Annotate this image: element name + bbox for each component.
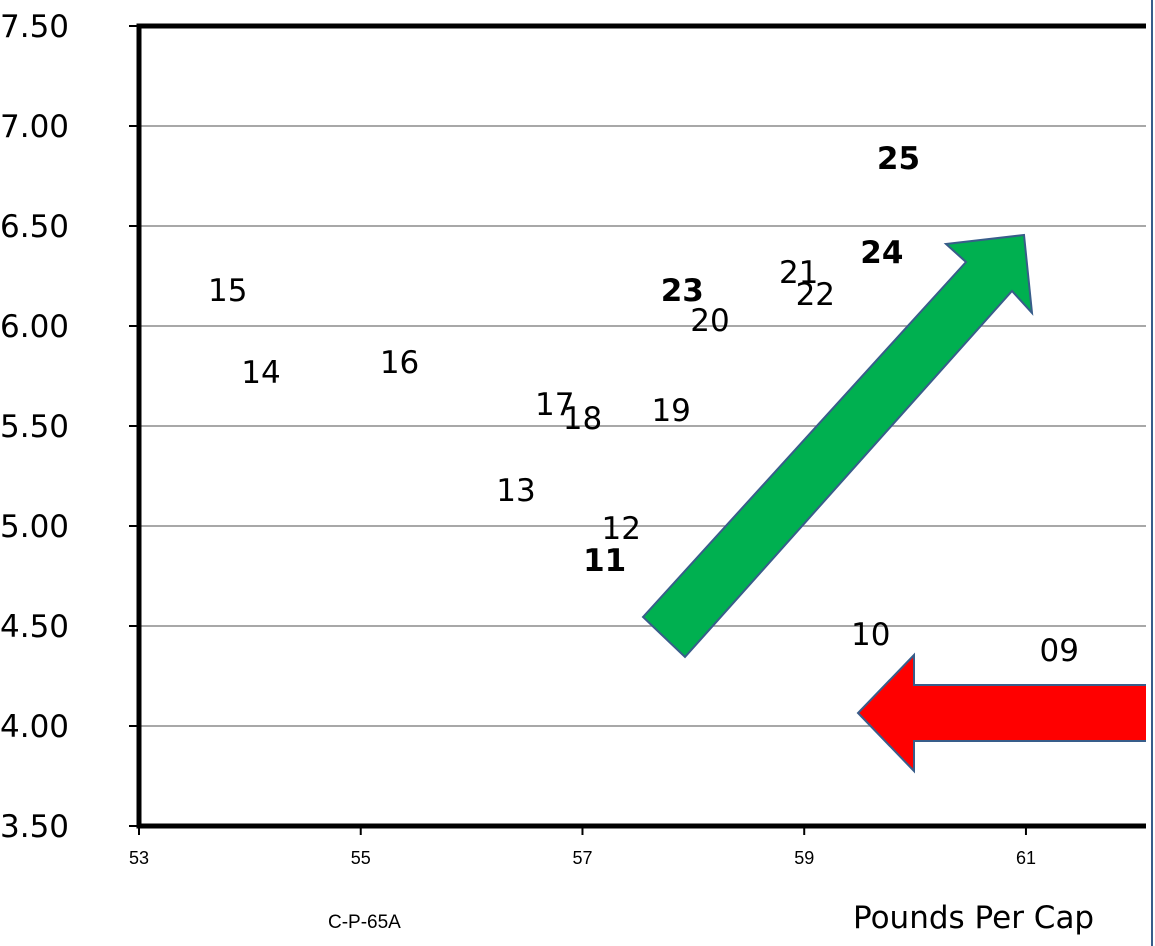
data-point-11: 11 — [583, 543, 626, 579]
data-point-10: 10 — [851, 617, 890, 653]
y-tick-label: 3.50 — [0, 809, 69, 845]
data-point-15: 15 — [208, 273, 247, 309]
y-tick-label: 7.00 — [0, 109, 69, 145]
y-tick-label: 6.50 — [0, 209, 69, 245]
data-point-12: 12 — [602, 511, 641, 547]
data-point-23: 23 — [661, 273, 704, 309]
right-edge-divider — [1146, 0, 1155, 946]
y-tick-label: 4.50 — [0, 609, 69, 645]
y-tick-label: 5.00 — [0, 509, 69, 545]
data-point-25: 25 — [877, 141, 920, 177]
data-point-19: 19 — [651, 393, 690, 429]
data-point-16: 16 — [380, 345, 419, 381]
x-axis-ticks: 53 55 57 59 61 — [129, 826, 1036, 868]
x-tick-label: 59 — [794, 848, 814, 868]
data-point-21: 21 — [779, 255, 818, 291]
data-point-20: 20 — [690, 303, 729, 339]
plot-frame — [136, 23, 1155, 829]
data-point-24: 24 — [860, 235, 903, 271]
data-point-17: 17 — [535, 387, 574, 423]
y-axis-ticks: 3.50 4.00 4.50 5.00 5.50 6.00 6.50 7.00 7.50 — [0, 9, 139, 845]
x-tick-label: 57 — [572, 848, 592, 868]
data-point-13: 13 — [496, 473, 535, 509]
gridlines — [139, 125, 1155, 727]
data-point-18: 18 — [563, 401, 602, 437]
y-tick-label: 5.50 — [0, 409, 69, 445]
y-tick-label: 6.00 — [0, 309, 69, 345]
data-point-22: 22 — [796, 277, 835, 313]
trend-arrows — [641, 233, 1155, 774]
x-axis-label: Pounds Per Cap — [853, 900, 1095, 936]
y-tick-label: 7.50 — [0, 9, 69, 45]
x-tick-label: 61 — [1016, 848, 1036, 868]
y-tick-label: 4.00 — [0, 709, 69, 745]
footer-code: C-P-65A — [328, 912, 401, 933]
data-point-14: 14 — [241, 355, 280, 391]
x-tick-label: 53 — [129, 848, 149, 868]
red-trend-arrow — [856, 652, 1155, 774]
green-trend-arrow — [641, 233, 1034, 659]
data-point-09: 09 — [1039, 633, 1078, 669]
x-tick-label: 55 — [351, 848, 371, 868]
